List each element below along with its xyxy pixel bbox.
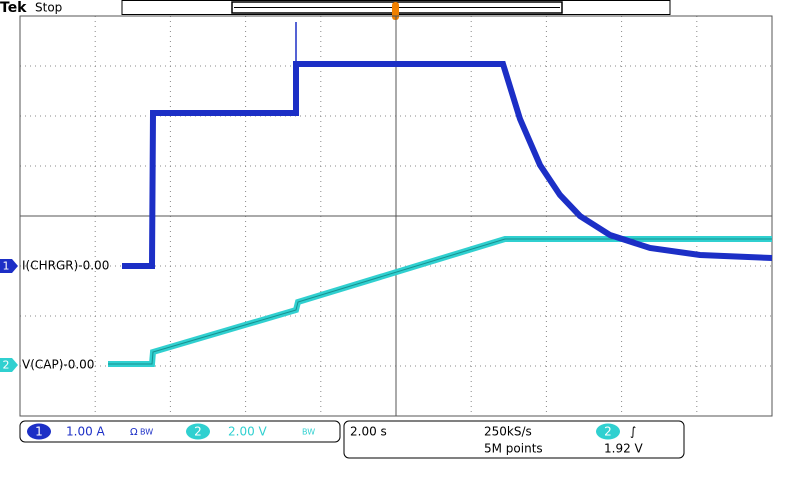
ch1-marker: [0, 259, 18, 273]
trigger-badge: [596, 423, 620, 440]
ch1-bandwidth: BW: [140, 428, 153, 437]
ch1-scale: 1.00 A: [66, 425, 106, 439]
ch2-marker: [0, 358, 18, 372]
trigger-source: 2: [604, 425, 612, 439]
ch2-marker-number: 2: [3, 359, 10, 372]
ch1-label: I(CHRGR)-0.00: [22, 259, 109, 273]
ch2-scale: 2.00 V: [228, 425, 268, 439]
ch1-badge: [27, 423, 51, 440]
trace-ch2-core: [108, 238, 772, 365]
timebase: 2.00 s: [350, 425, 387, 439]
ch2-bandwidth: BW: [302, 428, 315, 437]
trigger-slope: ∫: [630, 425, 636, 439]
ch1-coupling: Ω: [130, 427, 138, 438]
run-status: Stop: [35, 1, 62, 15]
ch1-badge-number: 1: [35, 425, 43, 439]
trigger-level: 1.92 V: [604, 442, 644, 456]
ch2-badge: [186, 423, 210, 440]
ch1-marker-number: 1: [3, 260, 10, 273]
brand: Tek: [0, 0, 27, 16]
graticule-border: [19, 15, 773, 417]
vertical-readout: [19, 420, 341, 443]
record-length: 5M points: [484, 442, 543, 456]
trace-ch1: [122, 61, 773, 269]
ch2-badge-number: 2: [194, 425, 202, 439]
ch2-label: V(CAP)-0.00: [22, 358, 94, 372]
sample-rate: 250kS/s: [484, 425, 532, 439]
